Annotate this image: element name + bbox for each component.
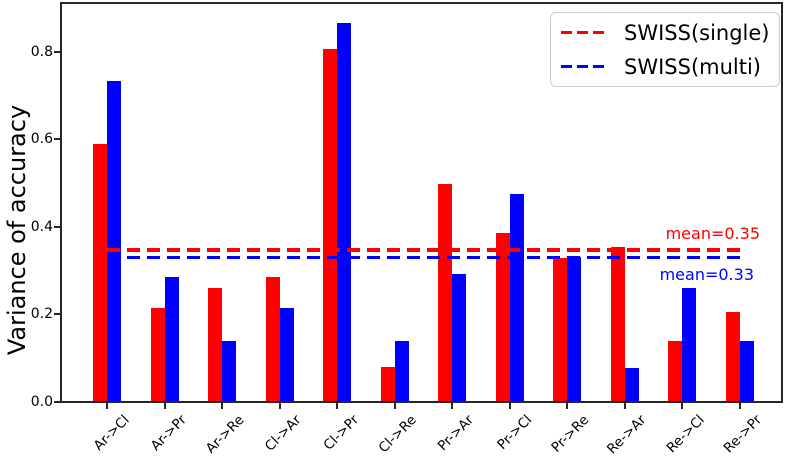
bar — [610, 246, 625, 402]
bar — [452, 274, 466, 402]
bar — [279, 307, 294, 402]
legend-entry-single: SWISS(single) — [561, 18, 770, 48]
x-tick-mark — [508, 403, 511, 409]
x-tick-label-text: Ar->Re — [202, 412, 248, 457]
x-tick-mark — [393, 403, 396, 409]
bar — [265, 277, 280, 402]
bar — [394, 340, 409, 402]
bar — [323, 49, 337, 402]
x-tick-label-text: Ar->Cl — [90, 412, 133, 454]
x-tick-label-text: Pr->Cl — [493, 412, 535, 453]
bar — [380, 366, 395, 402]
y-tick-label: 0.0 — [30, 394, 53, 410]
bar — [624, 368, 639, 402]
bar — [739, 340, 754, 402]
y-tick-label: 0.2 — [30, 306, 53, 323]
y-tick-mark — [54, 225, 60, 228]
bar — [93, 143, 107, 402]
bar — [668, 340, 682, 402]
x-tick-mark — [681, 403, 683, 409]
x-tick-label-text: Re->Ar — [604, 412, 650, 458]
legend-label-single: SWISS(single) — [624, 20, 770, 45]
bar — [495, 233, 510, 402]
blue-dashed-line-icon — [561, 64, 605, 69]
x-tick-label-text: Cl->Ar — [262, 412, 305, 455]
x-tick-label-text: Pr->Re — [548, 412, 593, 456]
bar — [150, 307, 165, 402]
mean-line-single — [107, 248, 746, 253]
y-tick-mark — [54, 401, 60, 403]
y-tick-label: 0.8 — [30, 43, 53, 60]
bar — [208, 288, 222, 402]
bar — [509, 193, 524, 402]
bar — [222, 340, 236, 402]
x-tick-mark — [221, 403, 223, 409]
y-tick-mark — [54, 50, 60, 53]
legend-label-multi: SWISS(multi) — [624, 54, 762, 79]
legend: SWISS(single) SWISS(multi) — [550, 12, 780, 87]
x-tick-mark — [336, 403, 338, 409]
x-tick-label-text: Pr->Ar — [435, 412, 478, 455]
bar — [567, 256, 581, 402]
x-tick-mark — [106, 403, 108, 409]
x-tick-label-text: Cl->Re — [375, 412, 420, 457]
legend-entry-multi: SWISS(multi) — [561, 52, 769, 82]
y-tick-mark — [54, 138, 60, 141]
x-tick-mark — [451, 403, 453, 409]
red-dashed-line-icon — [561, 30, 605, 35]
mean-line-multi — [107, 255, 746, 260]
bar — [164, 277, 179, 402]
bar — [553, 258, 567, 402]
y-tick-label: 0.6 — [30, 131, 53, 148]
x-tick-mark — [163, 403, 166, 409]
x-tick-mark — [623, 403, 626, 409]
bar — [682, 288, 696, 402]
x-tick-label-text: Ar->Pr — [147, 412, 190, 455]
x-tick-mark — [566, 403, 568, 409]
x-tick-mark — [738, 403, 741, 409]
x-tick-mark — [278, 403, 281, 409]
x-tick-label-text: Cl->Pr — [320, 412, 363, 454]
x-tick-label-text: Re->Pr — [720, 412, 765, 457]
bar — [725, 312, 740, 402]
mean-annotation-single: mean=0.35 — [665, 224, 760, 243]
mean-annotation-multi: mean=0.33 — [659, 265, 754, 284]
x-tick-label-text: Re->Cl — [663, 412, 708, 457]
bar — [438, 184, 452, 402]
y-tick-mark — [54, 313, 60, 316]
bar — [337, 23, 351, 402]
bar — [107, 81, 121, 402]
y-tick-label: 0.4 — [30, 218, 53, 235]
